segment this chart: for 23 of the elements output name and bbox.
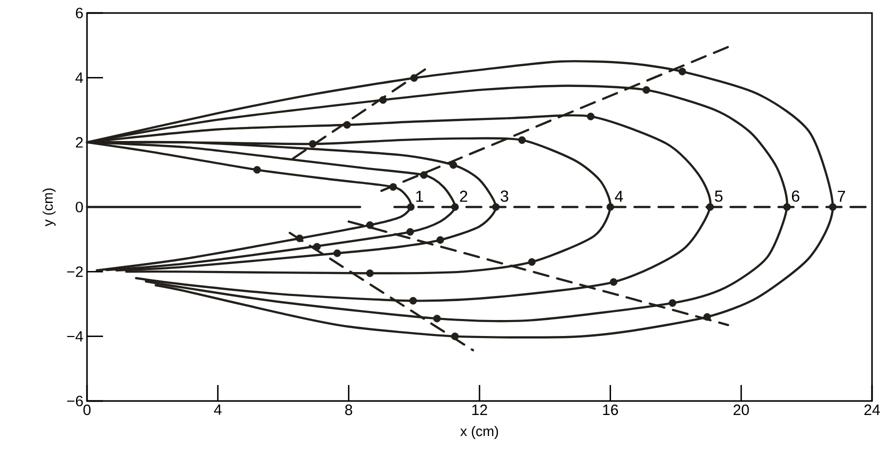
- x-axis-title: x (cm): [460, 426, 498, 439]
- y-tick-label: 2: [76, 137, 83, 148]
- x-tick-label: 12: [472, 404, 488, 415]
- y-tick-label: −2: [67, 266, 83, 277]
- y-tick-label: 6: [76, 8, 83, 18]
- series-label: 1: [416, 190, 424, 202]
- x-tick-label: 4: [214, 404, 222, 415]
- y-axis-title: y (cm): [42, 188, 56, 226]
- x-tick-label: 8: [345, 404, 352, 416]
- series-label: 7: [838, 190, 846, 202]
- y-tick-label: −6: [67, 396, 83, 406]
- series-label: 2: [460, 190, 468, 202]
- series-label: 3: [500, 190, 508, 202]
- y-tick-label: 4: [76, 72, 84, 83]
- series-label: 6: [792, 190, 800, 202]
- y-tick-label: 0: [76, 202, 83, 212]
- series-label: 4: [614, 190, 623, 202]
- series-label: 5: [714, 190, 722, 202]
- x-tick-label: 20: [734, 404, 749, 416]
- y-tick-label: −4: [67, 331, 84, 342]
- x-tick-label: 0: [83, 404, 91, 416]
- x-tick-label: 16: [603, 404, 618, 416]
- x-tick-label: 24: [864, 404, 880, 415]
